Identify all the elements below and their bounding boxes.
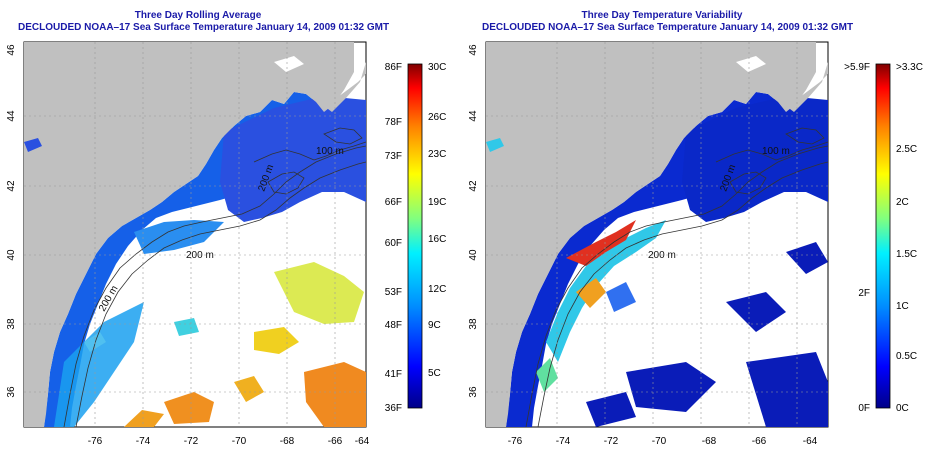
left-title-line2: DECLOUDED NOAA–17 Sea Surface Temperatur… xyxy=(18,22,390,33)
left-cb-c-label: 26C xyxy=(428,112,446,123)
left-cb-c-label: 5C xyxy=(428,368,441,379)
left-map: 100 m 200 m 200 m 200 m xyxy=(23,41,367,428)
right-cb-c-label: 1.5C xyxy=(896,249,917,260)
left-cb-f-label: 53F xyxy=(385,287,402,298)
right-cb-c-label: 2C xyxy=(896,197,909,208)
left-lat-tick: 46 xyxy=(6,44,17,56)
left-title: Three Day Rolling Average DECLOUDED NOAA… xyxy=(18,10,390,34)
left-lon-tick: -72 xyxy=(184,436,199,447)
left-lon-tick: -70 xyxy=(232,436,247,447)
left-lat-tick: 40 xyxy=(6,249,17,261)
left-cb-f-label: 41F xyxy=(385,369,402,380)
left-lon-tick: -68 xyxy=(280,436,295,447)
left-lon-tick: -76 xyxy=(88,436,103,447)
left-gridlines xyxy=(24,42,366,427)
left-cb-f-label: 78F xyxy=(385,117,402,128)
left-cb-c-label: 9C xyxy=(428,320,441,331)
left-cb-f-label: 86F xyxy=(385,62,402,73)
left-cb-f-label: 73F xyxy=(385,151,402,162)
left-land xyxy=(24,42,366,427)
right-cb-f-label: 0F xyxy=(858,403,870,414)
right-lat-tick: 42 xyxy=(468,180,479,192)
right-lat-tick: 46 xyxy=(468,44,479,56)
right-colorbar: >5.9F 2F 0F >3.3C 2.5C 2C 1.5C 1C 0.5C 0… xyxy=(844,62,923,414)
right-lon-tick: -74 xyxy=(556,436,571,447)
left-lat-ticks: 36 38 40 42 44 46 xyxy=(6,44,17,398)
left-cb-c-label: 23C xyxy=(428,149,446,160)
left-lon-tick: -74 xyxy=(136,436,151,447)
right-cb-f-label: 2F xyxy=(858,288,870,299)
left-cb-c-label: 30C xyxy=(428,62,446,73)
right-title-line1: Three Day Temperature Variability xyxy=(581,10,743,21)
left-lat-tick: 42 xyxy=(6,180,17,192)
right-lon-tick: -76 xyxy=(508,436,523,447)
right-contour-label-2: 200 m xyxy=(648,250,676,261)
left-title-line1: Three Day Rolling Average xyxy=(134,10,262,21)
right-lat-tick: 40 xyxy=(468,249,479,261)
right-cb-c-label: 2.5C xyxy=(896,144,917,155)
left-cb-c-label: 16C xyxy=(428,234,446,245)
left-cb-f-label: 36F xyxy=(385,403,402,414)
right-lon-tick: -72 xyxy=(604,436,619,447)
right-lon-tick: -70 xyxy=(652,436,667,447)
right-cb-c-label: 0.5C xyxy=(896,351,917,362)
left-lon-tick: -66 xyxy=(328,436,343,447)
left-contour-label-2: 200 m xyxy=(186,250,214,261)
right-lon-tick: -68 xyxy=(702,436,717,447)
right-cb-f-label: >5.9F xyxy=(844,62,870,73)
left-lat-tick: 44 xyxy=(6,110,17,122)
left-cb-f-label: 60F xyxy=(385,238,402,249)
left-lon-tick: -64 xyxy=(355,436,370,447)
right-lat-tick: 38 xyxy=(468,318,479,330)
left-cb-f-label: 66F xyxy=(385,197,402,208)
right-contour-label-1: 100 m xyxy=(762,146,790,157)
left-cb-f-label: 48F xyxy=(385,320,402,331)
right-land xyxy=(486,42,828,427)
left-colorbar: 86F 78F 73F 66F 60F 53F 48F 41F 36F 30C … xyxy=(385,62,447,414)
right-title-line2: DECLOUDED NOAA–17 Sea Surface Temperatur… xyxy=(482,22,854,33)
right-lat-tick: 36 xyxy=(468,386,479,398)
right-lon-tick: -64 xyxy=(803,436,818,447)
left-lat-tick: 38 xyxy=(6,318,17,330)
right-cb-c-label: >3.3C xyxy=(896,62,923,73)
right-map: 100 m 200 m 200 m xyxy=(485,41,829,428)
right-cb-c-label: 1C xyxy=(896,301,909,312)
right-lon-tick: -66 xyxy=(752,436,767,447)
right-lon-ticks: -76 -74 -72 -70 -68 -66 -64 xyxy=(508,436,818,447)
left-lon-ticks: -76 -74 -72 -70 -68 -66 -64 xyxy=(88,436,370,447)
right-title: Three Day Temperature Variability DECLOU… xyxy=(482,10,854,34)
left-sst-field xyxy=(44,92,366,427)
right-cb-c-label: 0C xyxy=(896,403,909,414)
left-contour-label-1: 100 m xyxy=(316,146,344,157)
left-cb-c-label: 12C xyxy=(428,284,446,295)
right-gridlines xyxy=(486,42,828,427)
right-lat-tick: 44 xyxy=(468,110,479,122)
left-lat-tick: 36 xyxy=(6,386,17,398)
right-variability-field xyxy=(506,92,828,427)
right-lat-ticks: 36 38 40 42 44 46 xyxy=(468,44,479,398)
left-cb-c-label: 19C xyxy=(428,197,446,208)
